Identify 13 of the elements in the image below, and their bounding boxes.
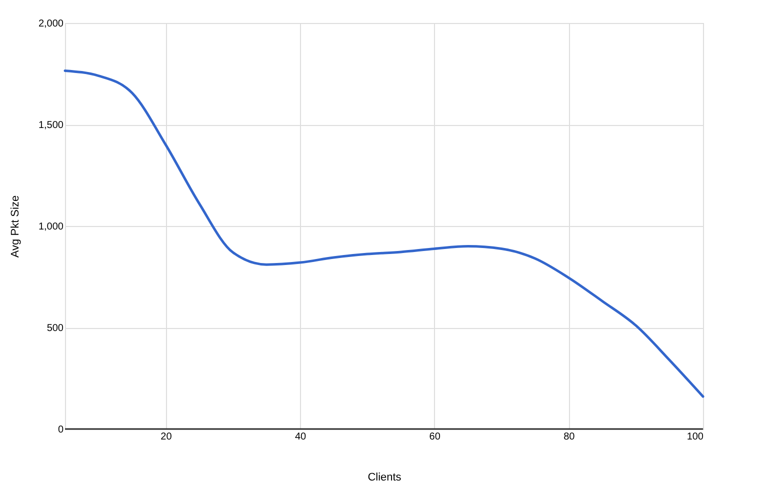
x-tick-label: 60 — [429, 432, 441, 442]
y-tick-label: 0 — [58, 424, 64, 436]
x-tick-label: 20 — [160, 432, 172, 442]
x-tick-label: 40 — [294, 432, 307, 442]
y-tick-label: 1,500 — [38, 120, 64, 131]
y-tick-label: 2,000 — [38, 18, 64, 30]
x-axis-title: Clients — [368, 472, 402, 484]
line-series — [64, 69, 704, 398]
y-axis-title: Avg Pkt Size — [9, 195, 22, 258]
y-tick-label: 500 — [46, 323, 64, 334]
x-tick-label: 100 — [686, 432, 704, 442]
y-tick-label: 1,000 — [38, 222, 64, 232]
x-tick-label: 80 — [564, 432, 576, 442]
